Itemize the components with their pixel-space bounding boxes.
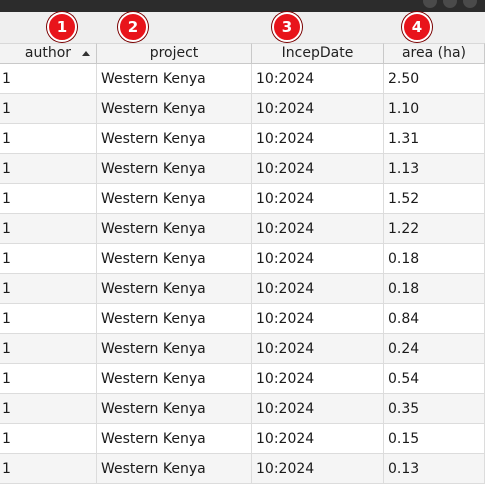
cell-project[interactable]: Western Kenya (97, 184, 252, 213)
minimize-icon[interactable] (423, 0, 437, 8)
cell-author[interactable]: 1 (0, 94, 97, 123)
column-header-author[interactable]: author (0, 43, 97, 64)
cell-area[interactable]: 0.18 (384, 244, 485, 273)
table-row[interactable]: 1 Western Kenya 10:2024 0.13 (0, 454, 485, 484)
cell-incepdate[interactable]: 10:2024 (252, 454, 384, 483)
cell-incepdate[interactable]: 10:2024 (252, 394, 384, 423)
cell-author[interactable]: 1 (0, 214, 97, 243)
cell-area[interactable]: 0.15 (384, 424, 485, 453)
cell-area[interactable]: 0.18 (384, 274, 485, 303)
table-row[interactable]: 1 Western Kenya 10:2024 0.35 (0, 394, 485, 424)
table-row[interactable]: 1 Western Kenya 10:2024 0.15 (0, 424, 485, 454)
table-row[interactable]: 1 Western Kenya 10:2024 0.18 (0, 244, 485, 274)
column-header-area[interactable]: area (ha) (384, 43, 485, 64)
table-row[interactable]: 1 Western Kenya 10:2024 1.13 (0, 154, 485, 184)
cell-project[interactable]: Western Kenya (97, 454, 252, 483)
table-row[interactable]: 1 Western Kenya 10:2024 1.52 (0, 184, 485, 214)
cell-area[interactable]: 1.31 (384, 124, 485, 153)
table-row[interactable]: 1 Western Kenya 10:2024 1.31 (0, 124, 485, 154)
cell-area[interactable]: 0.24 (384, 334, 485, 363)
cell-project[interactable]: Western Kenya (97, 424, 252, 453)
cell-incepdate[interactable]: 10:2024 (252, 184, 384, 213)
cell-project[interactable]: Western Kenya (97, 124, 252, 153)
cell-project[interactable]: Western Kenya (97, 94, 252, 123)
cell-incepdate[interactable]: 10:2024 (252, 304, 384, 333)
marker-1: 1 (47, 12, 77, 42)
cell-area[interactable]: 0.13 (384, 454, 485, 483)
cell-project[interactable]: Western Kenya (97, 274, 252, 303)
cell-author[interactable]: 1 (0, 64, 97, 93)
column-header-incepdate[interactable]: IncepDate (252, 43, 384, 64)
cell-author[interactable]: 1 (0, 454, 97, 483)
cell-project[interactable]: Western Kenya (97, 64, 252, 93)
cell-author[interactable]: 1 (0, 304, 97, 333)
cell-area[interactable]: 0.35 (384, 394, 485, 423)
cell-area[interactable]: 0.54 (384, 364, 485, 393)
table-header: 1 2 3 4 author project IncepDate area (h… (0, 12, 485, 64)
cell-incepdate[interactable]: 10:2024 (252, 364, 384, 393)
cell-incepdate[interactable]: 10:2024 (252, 274, 384, 303)
cell-project[interactable]: Western Kenya (97, 394, 252, 423)
column-header-label: author (24, 45, 72, 61)
cell-incepdate[interactable]: 10:2024 (252, 424, 384, 453)
cell-area[interactable]: 1.22 (384, 214, 485, 243)
cell-author[interactable]: 1 (0, 424, 97, 453)
cell-project[interactable]: Western Kenya (97, 154, 252, 183)
cell-project[interactable]: Western Kenya (97, 304, 252, 333)
window-titlebar (0, 0, 485, 12)
cell-incepdate[interactable]: 10:2024 (252, 154, 384, 183)
annotation-strip: 1 2 3 4 (0, 12, 485, 42)
cell-area[interactable]: 2.50 (384, 64, 485, 93)
cell-project[interactable]: Western Kenya (97, 214, 252, 243)
table-row[interactable]: 1 Western Kenya 10:2024 1.22 (0, 214, 485, 244)
cell-project[interactable]: Western Kenya (97, 334, 252, 363)
cell-incepdate[interactable]: 10:2024 (252, 244, 384, 273)
sort-ascending-icon (82, 51, 90, 56)
table-body: 1 Western Kenya 10:2024 2.50 1 Western Kenya 1… (0, 64, 485, 484)
column-header-project[interactable]: project (97, 43, 252, 64)
cell-incepdate[interactable]: 10:2024 (252, 214, 384, 243)
table-row[interactable]: 1 Western Kenya 10:2024 2.50 (0, 64, 485, 94)
cell-author[interactable]: 1 (0, 364, 97, 393)
cell-area[interactable]: 1.10 (384, 94, 485, 123)
marker-3: 3 (272, 12, 302, 42)
cell-author[interactable]: 1 (0, 274, 97, 303)
cell-author[interactable]: 1 (0, 124, 97, 153)
table-row[interactable]: 1 Western Kenya 10:2024 1.10 (0, 94, 485, 124)
column-header-label: project (149, 45, 199, 61)
cell-author[interactable]: 1 (0, 244, 97, 273)
cell-author[interactable]: 1 (0, 334, 97, 363)
cell-area[interactable]: 0.84 (384, 304, 485, 333)
close-icon[interactable] (463, 0, 477, 8)
cell-project[interactable]: Western Kenya (97, 364, 252, 393)
cell-incepdate[interactable]: 10:2024 (252, 124, 384, 153)
maximize-icon[interactable] (443, 0, 457, 8)
column-header-label: area (ha) (401, 45, 467, 61)
table-row[interactable]: 1 Western Kenya 10:2024 0.24 (0, 334, 485, 364)
cell-incepdate[interactable]: 10:2024 (252, 334, 384, 363)
marker-4: 4 (402, 12, 432, 42)
cell-incepdate[interactable]: 10:2024 (252, 64, 384, 93)
table-row[interactable]: 1 Western Kenya 10:2024 0.18 (0, 274, 485, 304)
column-header-label: IncepDate (281, 45, 354, 61)
cell-area[interactable]: 1.52 (384, 184, 485, 213)
cell-incepdate[interactable]: 10:2024 (252, 94, 384, 123)
table-row[interactable]: 1 Western Kenya 10:2024 0.84 (0, 304, 485, 334)
cell-author[interactable]: 1 (0, 184, 97, 213)
cell-author[interactable]: 1 (0, 394, 97, 423)
table-row[interactable]: 1 Western Kenya 10:2024 0.54 (0, 364, 485, 394)
cell-project[interactable]: Western Kenya (97, 244, 252, 273)
cell-author[interactable]: 1 (0, 154, 97, 183)
cell-area[interactable]: 1.13 (384, 154, 485, 183)
marker-2: 2 (118, 12, 148, 42)
